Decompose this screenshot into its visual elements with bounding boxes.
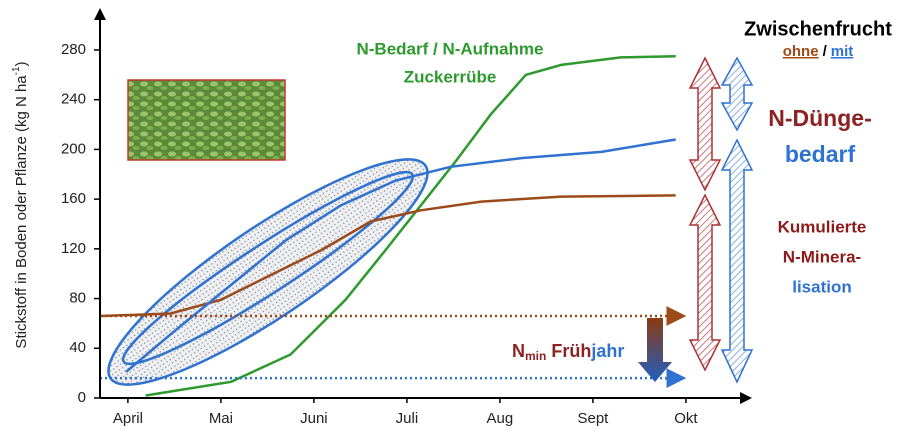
y-tick-label: 200 bbox=[61, 140, 86, 157]
y-tick-label: 160 bbox=[61, 190, 86, 207]
annotation: Kumulierte bbox=[778, 217, 867, 236]
y-tick-label: 240 bbox=[61, 91, 86, 108]
x-tick-label: Juli bbox=[396, 410, 419, 427]
x-tick-label: April bbox=[113, 410, 143, 427]
x-tick-label: Mai bbox=[209, 410, 233, 427]
photo bbox=[128, 80, 285, 160]
x-tick-label: Sept bbox=[577, 410, 609, 427]
y-axis-arrow bbox=[94, 8, 106, 20]
legend: ohne/mit bbox=[783, 43, 854, 60]
y-tick-label: 40 bbox=[69, 339, 86, 356]
annotation: Zuckerrübe bbox=[404, 67, 497, 86]
double-arrow bbox=[690, 195, 720, 370]
x-tick-label: Aug bbox=[487, 410, 514, 427]
y-tick-label: 120 bbox=[61, 240, 86, 257]
annotation: N-Bedarf / N-Aufnahme bbox=[356, 39, 543, 58]
x-axis-arrow bbox=[740, 392, 752, 404]
annotation: N-Minera- bbox=[783, 247, 861, 266]
annotation: bedarf bbox=[785, 141, 856, 167]
double-arrow bbox=[722, 140, 752, 382]
annotation: N-Dünge- bbox=[768, 105, 871, 131]
annotation: lisation bbox=[792, 277, 852, 296]
legend-title: Zwischenfrucht bbox=[744, 18, 892, 40]
double-arrow bbox=[690, 58, 720, 190]
ellipse-outer bbox=[85, 128, 450, 415]
y-tick-label: 0 bbox=[78, 389, 86, 406]
y-axis-label: Stickstoff in Boden oder Pflanze (kg N h… bbox=[11, 61, 30, 348]
double-arrow bbox=[722, 58, 752, 130]
chart: Stickstoff in Boden oder Pflanze (kg N h… bbox=[0, 0, 903, 432]
y-tick-label: 280 bbox=[61, 41, 86, 58]
y-tick-label: 80 bbox=[69, 290, 86, 307]
annotation: Nmin Frühjahr bbox=[512, 341, 624, 363]
nmin-arrow bbox=[638, 318, 672, 382]
x-tick-label: Okt bbox=[674, 410, 698, 427]
x-tick-label: Juni bbox=[300, 410, 328, 427]
